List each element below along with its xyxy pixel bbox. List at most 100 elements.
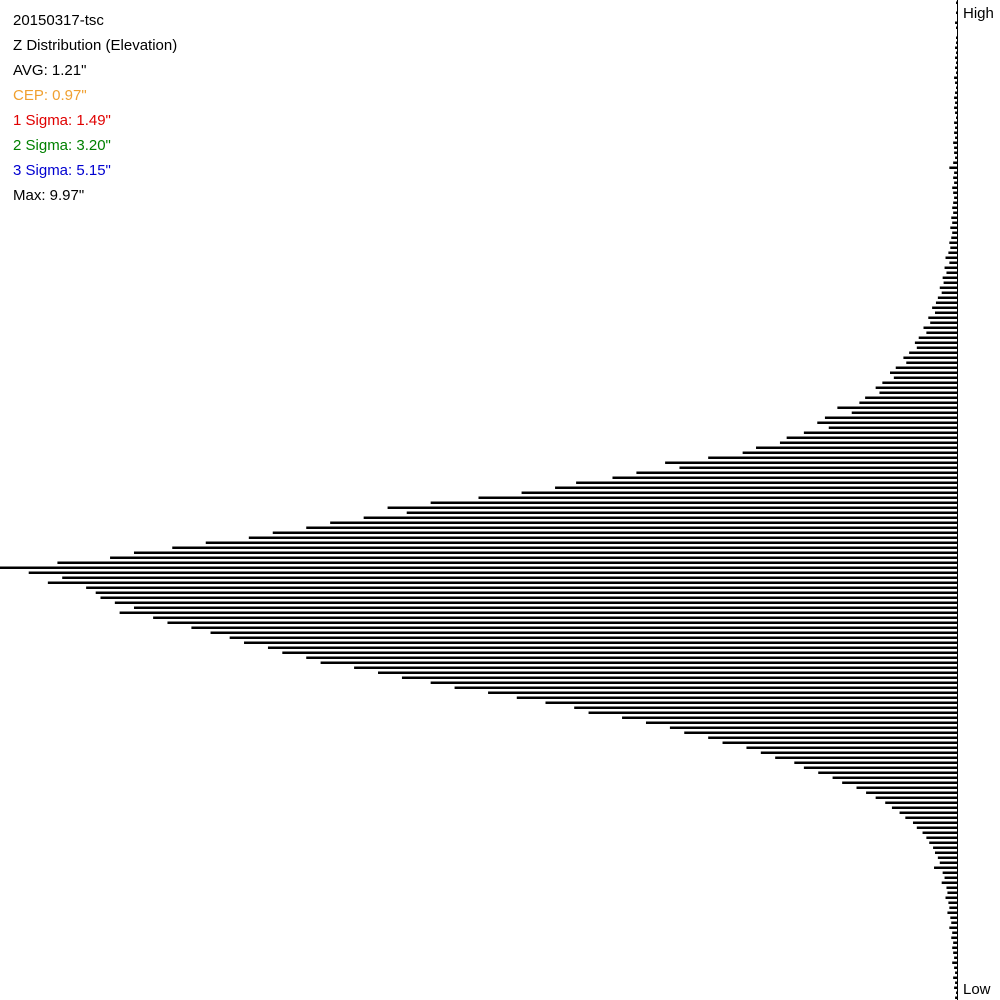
bar <box>430 681 957 684</box>
bar <box>588 711 957 714</box>
bar <box>244 641 957 644</box>
bar <box>954 196 957 199</box>
bar <box>229 636 957 639</box>
bar <box>669 726 957 729</box>
bar <box>865 396 957 399</box>
bar <box>875 386 957 389</box>
bar <box>248 536 957 539</box>
bar <box>828 426 957 429</box>
bar <box>306 656 957 659</box>
bar <box>803 766 957 769</box>
bar <box>955 996 957 999</box>
bar <box>946 886 957 889</box>
bar <box>949 906 957 909</box>
bar <box>953 951 957 954</box>
bar <box>956 11 957 14</box>
bar <box>306 526 957 529</box>
bar <box>851 411 957 414</box>
bar <box>955 46 957 49</box>
bar <box>945 256 957 259</box>
bar <box>794 761 957 764</box>
bar <box>684 731 957 734</box>
bar <box>708 736 957 739</box>
bar <box>941 881 957 884</box>
bar <box>953 161 957 164</box>
bar <box>832 776 957 779</box>
bar <box>952 961 957 964</box>
bar <box>516 696 957 699</box>
bar <box>210 631 958 634</box>
bar <box>932 306 957 309</box>
bar <box>133 551 958 554</box>
bar <box>942 276 957 279</box>
bar <box>956 86 957 89</box>
bar <box>942 871 957 874</box>
bar <box>933 846 957 849</box>
bar <box>100 596 958 599</box>
y-bottom-label: Low <box>963 981 991 998</box>
bar <box>909 351 957 354</box>
bar <box>645 721 957 724</box>
bar <box>930 321 957 324</box>
bar <box>951 216 957 219</box>
bar <box>950 916 957 919</box>
bar <box>837 406 957 409</box>
bar <box>934 311 957 314</box>
bar <box>818 771 957 774</box>
bar <box>928 316 957 319</box>
bar <box>939 861 957 864</box>
bar <box>948 901 957 904</box>
bar <box>95 591 957 594</box>
bar <box>57 561 958 564</box>
bar <box>133 606 958 609</box>
bar <box>454 686 957 689</box>
bar <box>950 226 957 229</box>
bar <box>955 56 957 59</box>
bar <box>62 576 957 579</box>
bar <box>954 121 957 124</box>
bar <box>922 831 957 834</box>
stat-label: Max: 9.97" <box>13 187 84 204</box>
bar <box>947 911 957 914</box>
bar <box>954 956 957 959</box>
bar <box>945 896 957 899</box>
bar <box>956 51 957 54</box>
bar <box>330 521 957 524</box>
bar <box>951 236 957 239</box>
bar <box>272 531 957 534</box>
bar <box>953 201 957 204</box>
bar <box>952 206 957 209</box>
bar <box>951 921 957 924</box>
bar <box>956 991 957 994</box>
bar <box>949 261 957 264</box>
bar <box>956 116 957 119</box>
bar <box>944 266 957 269</box>
stat-label: CEP: 0.97" <box>13 87 87 104</box>
bar <box>866 791 957 794</box>
chart-title: 20150317-tsc <box>13 12 104 29</box>
bar <box>545 701 957 704</box>
bar <box>885 801 957 804</box>
bar <box>952 186 957 189</box>
bar <box>378 671 957 674</box>
bar <box>954 76 957 79</box>
bar <box>665 461 957 464</box>
bar <box>320 661 958 664</box>
bar <box>47 581 958 584</box>
bar <box>906 361 957 364</box>
bar <box>119 611 957 614</box>
bar <box>612 476 957 479</box>
bar <box>955 156 957 159</box>
bar <box>742 451 957 454</box>
bar <box>488 691 957 694</box>
bar <box>934 866 957 869</box>
bar <box>899 811 957 814</box>
bar <box>956 1 957 4</box>
bar <box>387 506 958 509</box>
bar <box>952 931 957 934</box>
bar <box>167 621 958 624</box>
bar <box>895 366 957 369</box>
stat-label: 2 Sigma: 3.20" <box>13 137 111 154</box>
bar <box>955 21 957 24</box>
